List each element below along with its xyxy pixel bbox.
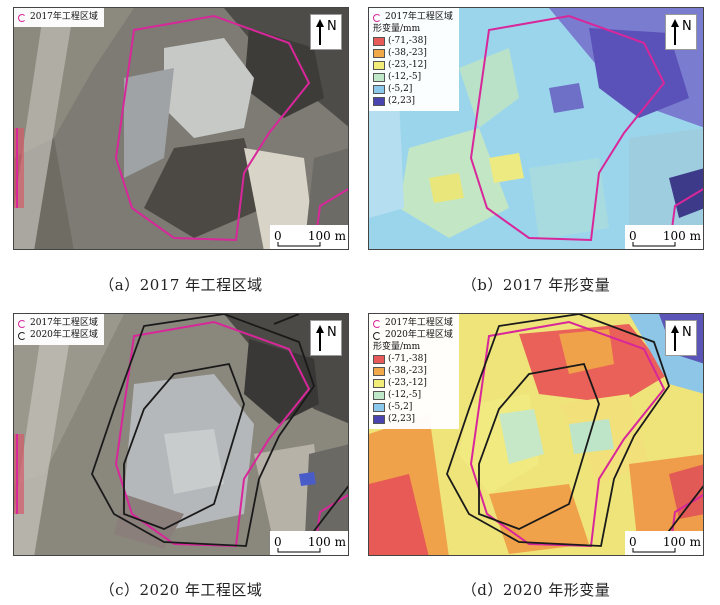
legend-swatch: [373, 72, 385, 82]
legend-class-item: (-71,-38]: [373, 353, 453, 365]
scale-bar: 0 100 m: [270, 531, 348, 555]
legend-boundary-label: 2017年工程区域: [30, 318, 98, 328]
legend-boundary-label: 2020年工程区域: [385, 330, 453, 340]
legend-boundary-item: 2017年工程区域: [18, 317, 98, 329]
legend-title: 形变量/mm: [373, 24, 421, 34]
scale-zero-label: 0: [274, 229, 282, 243]
legend-title: 形变量/mm: [373, 342, 421, 352]
legend-class-label: (-5,2]: [388, 402, 413, 412]
legend-class-item: (-38,-23]: [373, 365, 453, 377]
north-arrow: N: [665, 320, 697, 356]
caption-c: （c）2020 年工程区域: [99, 581, 263, 599]
boundary-2017-symbol-icon: [18, 319, 28, 328]
legend-class-label: (-23,-12]: [388, 378, 427, 388]
boundary-2017-symbol-icon: [373, 13, 383, 22]
caption-d: （d）2020 年形变量: [461, 581, 611, 599]
scale-distance-label: 100 m: [662, 229, 701, 243]
map-panel-a: 2017年工程区域 N 0 100 m: [13, 7, 349, 250]
legend-class-label: (-38,-23]: [388, 366, 427, 376]
satellite-image-2020: [14, 314, 348, 555]
north-arrow-icon: [671, 325, 679, 351]
north-label: N: [327, 325, 337, 340]
map-legend: 2017年工程区域: [14, 8, 104, 27]
north-arrow: N: [310, 14, 342, 50]
legend-class-item: (-12,-5]: [373, 389, 453, 401]
map-legend: 2017年工程区域 2020年工程区域: [14, 314, 104, 345]
legend-swatch: [373, 96, 385, 106]
legend-class-item: (-38,-23]: [373, 47, 453, 59]
legend-swatch: [373, 390, 385, 400]
legend-class-item: (-12,-5]: [373, 71, 453, 83]
north-arrow-icon: [316, 325, 324, 351]
legend-swatch: [373, 366, 385, 376]
legend-swatch: [373, 84, 385, 94]
legend-swatch: [373, 60, 385, 70]
boundary-2017-symbol-icon: [373, 319, 383, 328]
legend-swatch: [373, 402, 385, 412]
boundary-2017-symbol-icon: [18, 13, 28, 22]
north-label: N: [682, 19, 692, 34]
map-panel-c: 2017年工程区域 2020年工程区域 N 0 100 m: [13, 313, 349, 556]
satellite-image-2017: [14, 8, 348, 249]
legend-class-item: (-23,-12]: [373, 377, 453, 389]
scale-zero-label: 0: [629, 535, 637, 549]
deformation-map-2017: [369, 8, 703, 249]
legend-class-item: (-5,2]: [373, 401, 453, 413]
north-arrow-icon: [316, 19, 324, 45]
map-legend: 2017年工程区域 2020年工程区域形变量/mm (-71,-38] (-38,-2…: [369, 314, 459, 429]
scale-distance-label: 100 m: [307, 229, 346, 243]
legend-class-item: (-23,-12]: [373, 59, 453, 71]
map-panel-b: 2017年工程区域形变量/mm (-71,-38] (-38,-23] (-23,-1…: [368, 7, 704, 250]
legend-boundary-item: 2017年工程区域: [18, 11, 98, 23]
north-arrow-icon: [671, 19, 679, 45]
legend-boundary-item: 2020年工程区域: [373, 329, 453, 341]
deformation-map-2020: [369, 314, 703, 555]
legend-class-label: (-12,-5]: [388, 390, 422, 400]
legend-boundary-item: 2020年工程区域: [18, 329, 98, 341]
north-label: N: [682, 325, 692, 340]
legend-class-label: (-12,-5]: [388, 72, 422, 82]
legend-class-item: (-71,-38]: [373, 35, 453, 47]
north-arrow: N: [665, 14, 697, 50]
caption-a: （a）2017 年工程区域: [99, 276, 263, 294]
legend-boundary-label: 2017年工程区域: [385, 12, 453, 22]
scale-bar: 0 100 m: [625, 531, 703, 555]
legend-boundary-label: 2017年工程区域: [30, 12, 98, 22]
north-label: N: [327, 19, 337, 34]
legend-class-label: (-38,-23]: [388, 48, 427, 58]
legend-swatch: [373, 414, 385, 424]
legend-class-label: (-71,-38]: [388, 36, 427, 46]
caption-b: （b）2017 年形变量: [461, 276, 611, 294]
legend-class-item: (-5,2]: [373, 83, 453, 95]
scale-distance-label: 100 m: [307, 535, 346, 549]
legend-boundary-label: 2020年工程区域: [30, 330, 98, 340]
map-legend: 2017年工程区域形变量/mm (-71,-38] (-38,-23] (-23,-1…: [369, 8, 459, 111]
map-panel-d: 2017年工程区域 2020年工程区域形变量/mm (-71,-38] (-38,-2…: [368, 313, 704, 556]
legend-class-label: (-71,-38]: [388, 354, 427, 364]
legend-swatch: [373, 48, 385, 58]
scale-distance-label: 100 m: [662, 535, 701, 549]
legend-boundary-item: 2017年工程区域: [373, 317, 453, 329]
legend-class-label: (2,23]: [388, 96, 416, 106]
legend-swatch: [373, 36, 385, 46]
legend-boundary-label: 2017年工程区域: [385, 318, 453, 328]
legend-class-label: (-5,2]: [388, 84, 413, 94]
legend-swatch: [373, 354, 385, 364]
boundary-2020-symbol-icon: [373, 331, 383, 340]
legend-swatch: [373, 378, 385, 388]
scale-bar: 0 100 m: [625, 225, 703, 249]
legend-class-label: (2,23]: [388, 414, 416, 424]
scale-bar: 0 100 m: [270, 225, 348, 249]
boundary-2020-symbol-icon: [18, 331, 28, 340]
legend-class-label: (-23,-12]: [388, 60, 427, 70]
scale-zero-label: 0: [629, 229, 637, 243]
legend-class-item: (2,23]: [373, 95, 453, 107]
legend-boundary-item: 2017年工程区域: [373, 11, 453, 23]
legend-class-item: (2,23]: [373, 413, 453, 425]
north-arrow: N: [310, 320, 342, 356]
scale-zero-label: 0: [274, 535, 282, 549]
